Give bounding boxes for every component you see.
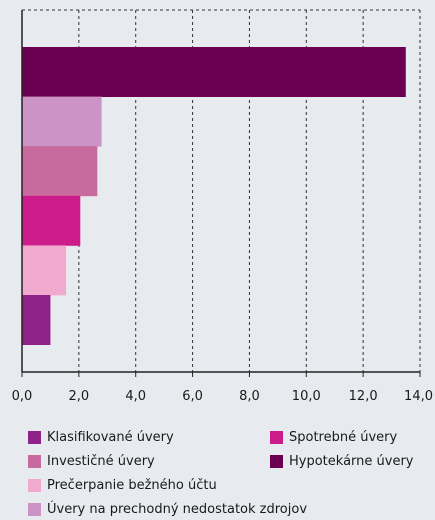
x-tick-label: 8,0 bbox=[239, 389, 260, 404]
bar bbox=[22, 47, 406, 97]
x-tick-labels: 0,0 2,0 4,0 6,0 8,0 10,0 12,0 14,0 bbox=[12, 389, 433, 404]
bars bbox=[22, 47, 406, 345]
legend-swatch bbox=[28, 455, 41, 468]
bar-chart: 0,0 2,0 4,0 6,0 8,0 10,0 12,0 14,0 bbox=[12, 9, 433, 404]
legend-swatch bbox=[28, 479, 41, 492]
legend-swatch bbox=[270, 431, 283, 444]
legend-item-precerpanie: Prečerpanie bežného účtu bbox=[28, 478, 217, 493]
x-tick-label: 6,0 bbox=[182, 389, 203, 404]
bar bbox=[22, 195, 81, 246]
legend-item-hypotekarne: Hypotekárne úvery bbox=[270, 454, 414, 469]
legend: Klasifikované úvery Spotrebné úvery Inve… bbox=[28, 430, 428, 518]
x-tick-label: 12,0 bbox=[349, 389, 378, 404]
legend-item-investicne: Investičné úvery bbox=[28, 454, 155, 469]
legend-label: Spotrebné úvery bbox=[289, 430, 398, 445]
legend-label: Investičné úvery bbox=[47, 454, 155, 469]
legend-swatch bbox=[270, 455, 283, 468]
bar bbox=[22, 146, 98, 197]
bar bbox=[22, 295, 51, 345]
legend-item-prechodny: Úvery na prechodný nedostatok zdrojov bbox=[28, 502, 307, 517]
x-tick-label: 2,0 bbox=[69, 389, 90, 404]
x-tick-label: 0,0 bbox=[12, 389, 33, 404]
x-tick-label: 10,0 bbox=[292, 389, 321, 404]
legend-label: Klasifikované úvery bbox=[47, 430, 174, 445]
bar bbox=[22, 96, 102, 147]
axes bbox=[21, 10, 421, 377]
legend-swatch bbox=[28, 431, 41, 444]
legend-item-klasifikovane: Klasifikované úvery bbox=[28, 430, 174, 445]
x-tick-label: 14,0 bbox=[404, 389, 433, 404]
bar bbox=[22, 245, 67, 296]
legend-swatch bbox=[28, 503, 41, 516]
legend-label: Hypotekárne úvery bbox=[289, 454, 414, 469]
legend-label: Úvery na prechodný nedostatok zdrojov bbox=[47, 502, 308, 517]
x-tick-label: 4,0 bbox=[125, 389, 146, 404]
legend-label: Prečerpanie bežného účtu bbox=[47, 478, 217, 493]
legend-item-spotrebne: Spotrebné úvery bbox=[270, 430, 397, 445]
